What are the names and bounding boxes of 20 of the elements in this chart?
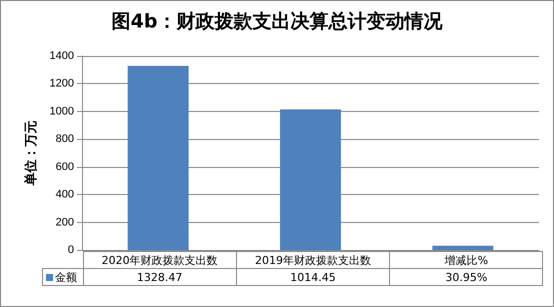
data-label: 1328.47 [83, 268, 236, 286]
y-tick-label: 200 [56, 216, 74, 228]
y-axis-title: 单位：万元 [23, 120, 39, 186]
y-tick-label: 0 [68, 244, 74, 256]
y-tick-label: 600 [56, 160, 74, 173]
y-tick-label: 400 [56, 188, 74, 201]
bar [128, 66, 189, 250]
y-tick-label: 1400 [50, 50, 74, 62]
y-tick-label: 1000 [50, 105, 74, 118]
x-tick-label: 2020年财政拨款支出数 [83, 252, 236, 268]
y-tick-label: 800 [56, 133, 74, 146]
bar [432, 246, 494, 250]
data-label: 1014.45 [236, 268, 390, 286]
data-label: 30.95% [390, 268, 543, 286]
chart-title: 图4b：财政拨款支出决算总计变动情况 [112, 10, 444, 32]
x-tick-label: 2019年财政拨款支出数 [236, 252, 390, 268]
x-tick-label: 增减比% [390, 252, 543, 268]
bar [280, 109, 341, 250]
legend-label: 金额 [42, 268, 83, 286]
y-tick-label: 1200 [50, 78, 74, 90]
